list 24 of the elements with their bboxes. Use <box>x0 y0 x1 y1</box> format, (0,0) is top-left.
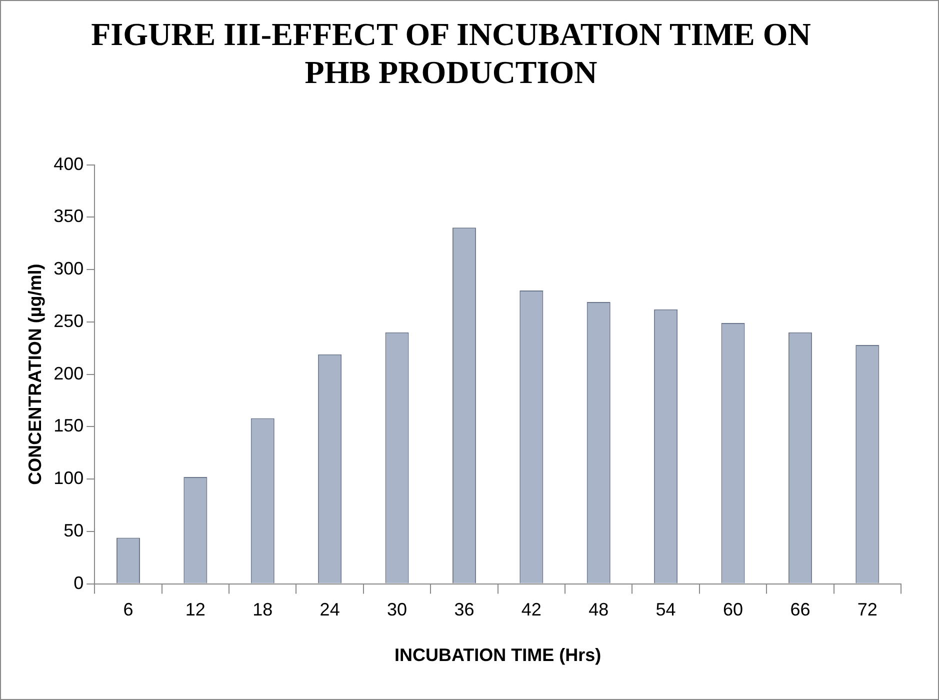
x-tick-label: 48 <box>588 600 609 620</box>
y-tick-label: 250 <box>54 310 84 331</box>
x-tick-label: 72 <box>857 600 878 620</box>
x-axis-title: INCUBATION TIME (Hrs) <box>394 645 602 666</box>
x-tick-label: 12 <box>185 600 206 620</box>
x-tick-label: 6 <box>123 600 134 620</box>
x-tick-label: 18 <box>252 600 273 620</box>
x-tick-label: 42 <box>521 600 542 620</box>
y-axis-title: CONCENTRATION (µg/ml) <box>24 264 45 485</box>
chart-title: FIGURE III-EFFECT OF INCUBATION TIME ON PHB PRODUCTION <box>90 15 812 91</box>
y-tick-label: 200 <box>54 363 84 384</box>
y-tick-label: 100 <box>54 468 84 488</box>
y-tick-label: 300 <box>54 258 84 279</box>
x-tick-label: 54 <box>656 600 676 620</box>
y-tick-label: 0 <box>74 572 84 593</box>
x-tick-label: 24 <box>320 600 340 620</box>
x-tick-label: 66 <box>790 600 810 620</box>
y-tick-label: 50 <box>64 520 84 540</box>
x-tick-label: 60 <box>722 600 744 620</box>
y-tick-label: 350 <box>54 206 84 226</box>
x-tick-label: 30 <box>387 600 408 620</box>
x-tick-label: 36 <box>454 600 474 620</box>
y-tick-label: 150 <box>54 416 84 436</box>
y-tick-label: 400 <box>54 154 84 174</box>
